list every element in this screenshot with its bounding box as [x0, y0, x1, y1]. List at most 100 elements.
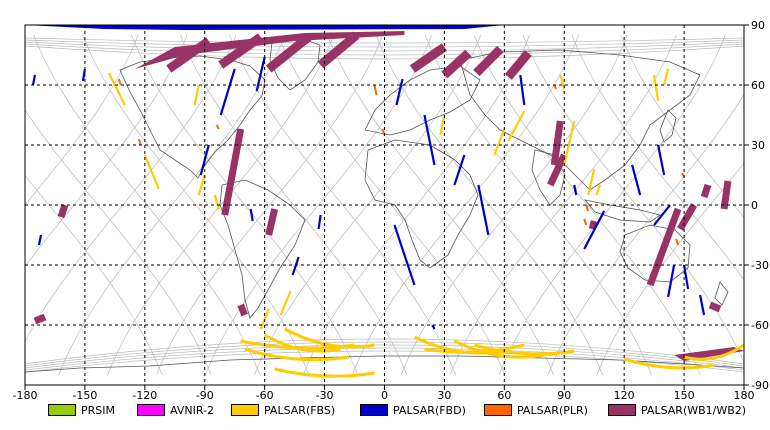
swath-wb [166, 37, 212, 73]
orbit-track [107, 34, 335, 376]
swath-fbs [683, 343, 744, 361]
swath-plr [117, 78, 122, 86]
lon-tick-label: 120 [614, 389, 635, 402]
legend-label-palsar-wb: PALSAR(WB1/WB2) [641, 403, 747, 417]
swath-fbs [653, 74, 660, 102]
swath-fbs [473, 343, 575, 356]
swath-fbd [291, 256, 300, 276]
swath-plr [137, 138, 142, 146]
legend-swatch-prsim [48, 404, 76, 416]
lat-tick-label: -90 [751, 379, 769, 392]
swath-fbs [213, 194, 220, 210]
swath-plr [585, 204, 590, 212]
legend-item-avnir2: AVNIR-2 [137, 401, 214, 419]
lat-tick-label: 0 [751, 199, 758, 212]
legend-swatch-palsar-fbd [360, 404, 388, 416]
swath-fbs [559, 74, 566, 90]
coastline-antarctica [25, 355, 744, 373]
legend: PRSIM AVNIR-2 PALSAR(FBS) PALSAR(FBD) PA… [48, 401, 770, 419]
swath-fbs [453, 339, 545, 359]
orbit-track [449, 34, 677, 376]
swath-fbs [107, 72, 126, 106]
swath-fbd [583, 210, 606, 250]
swath-fbd [317, 214, 322, 230]
swath-fbd [423, 114, 436, 166]
legend-item-palsar-fbd: PALSAR(FBD) [360, 401, 466, 419]
swath-wb [708, 301, 722, 313]
swath-wb [720, 180, 732, 210]
swath-wb [473, 45, 504, 77]
swath-fbd [395, 78, 404, 106]
swath-wb [441, 49, 472, 79]
coastline-south-america [219, 179, 306, 319]
swath-fbs [197, 174, 206, 196]
longitude-tick-labels: -180 -150 -120 -90 -60 -30 0 30 60 90 120 150 180 [13, 385, 755, 402]
swath-wb [237, 303, 248, 317]
swath-fbd [698, 294, 706, 316]
coastline-africa [364, 139, 479, 269]
lon-tick-label: 0 [381, 389, 388, 402]
swath-fbd [255, 56, 266, 92]
swath-wb [588, 220, 598, 230]
swath-wb [218, 33, 264, 69]
orbit-track [25, 347, 744, 371]
orbit-track [205, 34, 433, 376]
swath-wb [700, 183, 712, 199]
swath-fbs [507, 110, 526, 142]
orbit-track [25, 43, 744, 56]
legend-swatch-palsar-fbs [231, 404, 259, 416]
swath-fbd [453, 154, 466, 186]
swath-fbs [263, 333, 341, 353]
swath-wb [33, 313, 47, 325]
orbit-track [522, 34, 744, 364]
swath-plr [583, 218, 588, 226]
swath-wb [409, 43, 447, 73]
swath-wb [221, 128, 245, 216]
lon-tick-label: 150 [674, 389, 695, 402]
lon-tick-label: 90 [557, 389, 571, 402]
lat-tick-label: 90 [751, 19, 765, 32]
orbit-track [156, 34, 384, 376]
legend-swatch-palsar-plr [484, 404, 512, 416]
legend-item-palsar-fbs: PALSAR(FBS) [231, 401, 335, 419]
swath-fbd [477, 184, 490, 236]
orbit-track [424, 34, 652, 376]
swath-wb [265, 33, 312, 73]
orbit-track [229, 34, 457, 376]
swath-fbd [393, 224, 416, 286]
swath-wb [504, 50, 532, 80]
latitude-tick-labels: 90 60 30 0 -30 -60 -90 [744, 19, 769, 392]
swath-fbd [37, 234, 43, 246]
swath-plr [553, 84, 558, 90]
graticule [25, 25, 744, 385]
swath-fbd [573, 184, 578, 196]
coastline-europe [364, 65, 481, 136]
legend-label-palsar-fbd: PALSAR(FBD) [393, 403, 466, 417]
swath-wb [550, 120, 564, 166]
swath-fbs [439, 114, 446, 136]
swath-fbd [631, 164, 642, 196]
orbit-track [25, 39, 744, 48]
swath-wb [547, 153, 568, 187]
legend-item-prsim: PRSIM [48, 401, 115, 419]
orbit-track [400, 34, 628, 376]
orbit-track [131, 34, 359, 376]
swath-wb [646, 207, 682, 287]
legend-label-avnir2: AVNIR-2 [170, 403, 214, 417]
lon-tick-label: -90 [196, 389, 214, 402]
lon-tick-label: -180 [13, 389, 38, 402]
swath-plr [675, 238, 680, 246]
orbit-track [25, 175, 163, 376]
lon-tick-label: -120 [132, 389, 157, 402]
swath-fbs [143, 154, 160, 190]
lat-tick-label: -30 [751, 259, 769, 272]
lon-tick-label: -30 [316, 389, 334, 402]
swath-fbs [424, 343, 525, 354]
lon-tick-label: -60 [256, 389, 274, 402]
swath-fbd [81, 68, 87, 82]
orbit-track [180, 34, 408, 376]
swath-fbd [31, 74, 37, 86]
swath-fbs [563, 120, 576, 166]
orbit-track [25, 341, 744, 367]
